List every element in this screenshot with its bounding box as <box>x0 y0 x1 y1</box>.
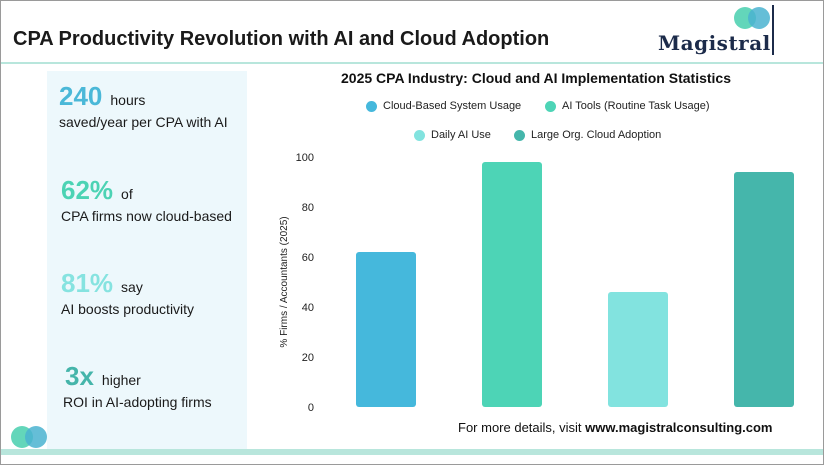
bar-2[interactable] <box>482 162 542 407</box>
stat-number: 3x <box>65 361 94 391</box>
legend-label: AI Tools (Routine Task Usage) <box>562 100 710 112</box>
bottom-logo-icon <box>11 426 51 448</box>
header-divider <box>1 62 823 64</box>
legend-label: Daily AI Use <box>431 129 491 141</box>
stat-roi: 3x higher ROI in AI-adopting firms <box>63 361 212 410</box>
legend-label: Large Org. Cloud Adoption <box>531 129 662 141</box>
bottom-band <box>1 449 823 455</box>
legend-swatch-icon <box>545 100 556 112</box>
magistral-logo[interactable]: Magistral <box>656 5 776 57</box>
stat-unit: say <box>121 279 143 295</box>
bottom-logo-circle-blue-icon <box>25 426 47 448</box>
y-tick-label: 80 <box>302 202 314 214</box>
stat-number: 62% <box>61 175 114 205</box>
y-tick-label: 0 <box>308 402 314 414</box>
logo-text: Magistral <box>658 31 771 55</box>
stat-ai-productivity: 81% say AI boosts productivity <box>61 268 194 317</box>
legend-item-cloud-usage[interactable]: Cloud-Based System Usage <box>366 100 521 112</box>
stat-unit: hours <box>110 92 146 108</box>
legend-label: Cloud-Based System Usage <box>383 100 522 112</box>
stat-description: CPA firms now cloud-based <box>61 208 232 224</box>
stat-unit: higher <box>101 372 141 388</box>
stat-description: saved/year per CPA with AI <box>59 114 228 130</box>
stat-cloud-based: 62% of CPA firms now cloud-based <box>61 175 232 224</box>
y-axis-title: % Firms / Accountants (2025) <box>279 216 290 347</box>
legend-item-large-org[interactable]: Large Org. Cloud Adoption <box>514 129 661 141</box>
stat-hours-saved: 240 hours saved/year per CPA with AI <box>59 81 228 130</box>
page-title: CPA Productivity Revolution with AI and … <box>13 28 550 50</box>
stat-number: 81% <box>61 268 114 298</box>
bar-1[interactable] <box>356 252 416 407</box>
stat-number: 240 <box>59 81 103 111</box>
logo-circle-blue-icon <box>748 7 770 29</box>
chart-title: 2025 CPA Industry: Cloud and AI Implemen… <box>341 70 731 86</box>
stats-panel: 240 hours saved/year per CPA with AI 62% o… <box>47 71 247 451</box>
legend-swatch-icon <box>514 129 525 141</box>
stat-description: AI boosts productivity <box>61 301 195 317</box>
legend-swatch-icon <box>366 100 377 112</box>
bar-3[interactable] <box>608 292 668 407</box>
legend-item-daily-ai[interactable]: Daily AI Use <box>414 129 491 141</box>
y-tick-label: 20 <box>302 352 314 364</box>
footer-prefix: For more details, visit <box>458 420 586 435</box>
footer-note: For more details, visit www.magistralcon… <box>458 420 772 435</box>
bars <box>356 162 794 407</box>
stat-description: ROI in AI-adopting firms <box>63 394 212 410</box>
y-tick-label: 40 <box>302 302 314 314</box>
logo-divider <box>772 5 774 55</box>
bar-4[interactable] <box>734 172 794 407</box>
y-tick-label: 100 <box>296 152 314 164</box>
legend-item-ai-tools[interactable]: AI Tools (Routine Task Usage) <box>545 100 710 112</box>
legend-swatch-icon <box>414 129 425 141</box>
y-axis: 0 20 40 60 80 100 <box>296 152 314 414</box>
stat-unit: of <box>121 186 133 202</box>
y-tick-label: 60 <box>302 252 314 264</box>
footer-link[interactable]: www.magistralconsulting.com <box>585 420 773 435</box>
